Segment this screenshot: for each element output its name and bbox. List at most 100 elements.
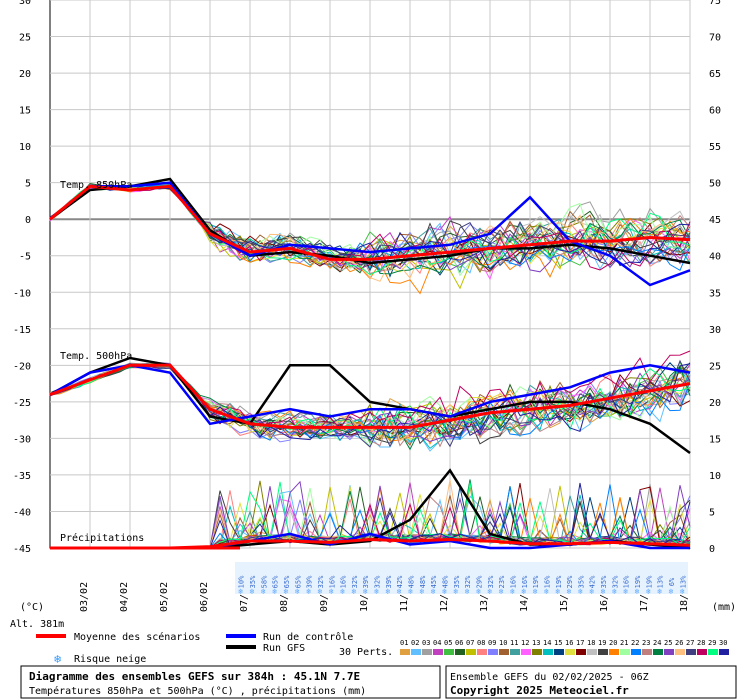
pert-id-label: 27 xyxy=(686,639,694,647)
snowflake-icon: ❄ xyxy=(295,587,300,596)
pert-color-swatch xyxy=(521,649,531,655)
snow-risk-value: 65% xyxy=(272,575,280,588)
x-date-label: 14/02 xyxy=(519,582,530,612)
pert-id-label: 20 xyxy=(609,639,617,647)
snow-risk-value: 32% xyxy=(317,575,325,588)
pert-color-swatch xyxy=(697,649,707,655)
snow-risk-value: 32% xyxy=(351,575,359,588)
pert-id-label: 14 xyxy=(543,639,551,647)
snowflake-icon: ❄ xyxy=(431,587,436,596)
pert-color-swatch xyxy=(477,649,487,655)
snow-risk-value: 29% xyxy=(566,575,574,588)
y-tick-left: -5 xyxy=(19,252,31,263)
main-series-lines xyxy=(49,177,691,550)
pert-color-swatch xyxy=(576,649,586,655)
snowflake-icon: ❄ xyxy=(635,587,640,596)
x-date-label: 13/02 xyxy=(479,582,490,612)
legend-mean-label: Moyenne des scénarios xyxy=(74,631,200,643)
perturbation-line xyxy=(49,359,691,448)
y-left-unit: (°C) xyxy=(20,602,44,613)
pert-id-label: 01 xyxy=(400,639,408,647)
snow-risk-value: 16% xyxy=(340,575,348,588)
y-tick-left: 30 xyxy=(19,0,31,7)
pert-id-label: 15 xyxy=(554,639,562,647)
x-date-label: 11/02 xyxy=(399,582,410,612)
x-date-label: 04/02 xyxy=(119,582,130,612)
snow-risk-value: 32% xyxy=(487,575,495,588)
y-tick-right-lower: 30 xyxy=(709,325,721,336)
snow-risk-value: 19% xyxy=(532,575,540,588)
series-line-t850 xyxy=(49,181,691,287)
snowflake-icon: ❄ xyxy=(374,587,379,596)
snowflake-icon: ❄ xyxy=(453,587,458,596)
pert-id-label: 10 xyxy=(499,639,507,647)
pert-color-swatch xyxy=(444,649,454,655)
y-tick-right-lower: 5 xyxy=(709,507,715,518)
snow-risk-value: 65% xyxy=(283,575,291,588)
series-line-t500 xyxy=(49,363,691,429)
perturbation-legend: 01 02 03 04 05 06 07 08 09 10 11 12 13 14 15 16 17 18 19 20… xyxy=(400,639,729,655)
snowflake-icon: ❄ xyxy=(510,587,515,596)
legend-control-label: Run de contrôle xyxy=(263,631,353,643)
snowflake-icon: ❄ xyxy=(419,587,424,596)
pert-color-swatch xyxy=(565,649,575,655)
pert-id-label: 29 xyxy=(708,639,716,647)
snow-risk-value: 42% xyxy=(396,575,404,588)
snowflake-icon: ❄ xyxy=(329,587,334,596)
pert-id-label: 03 xyxy=(422,639,430,647)
pert-color-swatch xyxy=(466,649,476,655)
snow-risk-value: 42% xyxy=(589,575,597,588)
pert-id-label: 19 xyxy=(598,639,606,647)
pert-color-swatch xyxy=(631,649,641,655)
snow-risk-value: 13% xyxy=(679,575,687,588)
pert-id-label: 17 xyxy=(576,639,584,647)
pert-id-label: 11 xyxy=(510,639,518,647)
pert-id-label: 22 xyxy=(631,639,639,647)
snow-risk-bar: 10%❄35%❄58%❄65%❄65%❄65%❄39%❄32%❄16%❄16%❄… xyxy=(235,562,688,596)
snowflake-icon: ❄ xyxy=(612,587,617,596)
snow-risk-band xyxy=(235,562,688,594)
snowflake-icon: ❄ xyxy=(487,587,492,596)
snow-risk-value: 35% xyxy=(249,575,257,588)
panel-label-t850: Temp. 850hPa xyxy=(60,180,132,191)
pert-color-swatch xyxy=(598,649,608,655)
footer-ensemble: Ensemble GEFS du 02/02/2025 - 06Z xyxy=(450,672,649,683)
snow-risk-value: 35% xyxy=(577,575,585,588)
panel-label-precip: Précipitations xyxy=(60,532,144,544)
snowflake-icon: ❄ xyxy=(567,587,572,596)
pert-id-label: 26 xyxy=(675,639,683,647)
pert-id-label: 30 xyxy=(719,639,727,647)
y-tick-right-lower: 10 xyxy=(709,471,721,482)
pert-id-label: 09 xyxy=(488,639,496,647)
pert-id-label: 18 xyxy=(587,639,595,647)
snowflake-icon: ❄ xyxy=(499,587,504,596)
snow-risk-value: 45% xyxy=(430,575,438,588)
pert-color-swatch xyxy=(455,649,465,655)
y-tick-right-upper: 75 xyxy=(709,0,721,7)
legend-gfs-label: Run GFS xyxy=(263,643,305,654)
pert-id-label: 23 xyxy=(642,639,650,647)
y-tick-left: -45 xyxy=(13,544,31,555)
x-date-label: 16/02 xyxy=(599,582,610,612)
snow-risk-value: 39% xyxy=(385,575,393,588)
snowflake-icon: ❄ xyxy=(250,587,255,596)
y-tick-right-upper: 45 xyxy=(709,215,721,226)
x-date-label: 07/02 xyxy=(239,582,250,612)
y-tick-left: 20 xyxy=(19,69,31,80)
snowflake-icon: ❄ xyxy=(397,587,402,596)
snow-risk-value: 16% xyxy=(623,575,631,588)
snowflake-icon: ❄ xyxy=(533,587,538,596)
pert-color-swatch xyxy=(708,649,718,655)
snowflake-icon: ❄ xyxy=(385,587,390,596)
snow-risk-value: 29% xyxy=(475,575,483,588)
pert-id-label: 12 xyxy=(521,639,529,647)
y-tick-left: -20 xyxy=(13,361,31,372)
snow-risk-value: 58% xyxy=(260,575,268,588)
snowflake-icon: ❄ xyxy=(669,587,674,596)
snow-risk-value: 19% xyxy=(645,575,653,588)
snowflake-icon: ❄ xyxy=(476,587,481,596)
snowflake-icon: ❄ xyxy=(578,587,583,596)
pert-color-swatch xyxy=(543,649,553,655)
grid xyxy=(49,0,691,549)
